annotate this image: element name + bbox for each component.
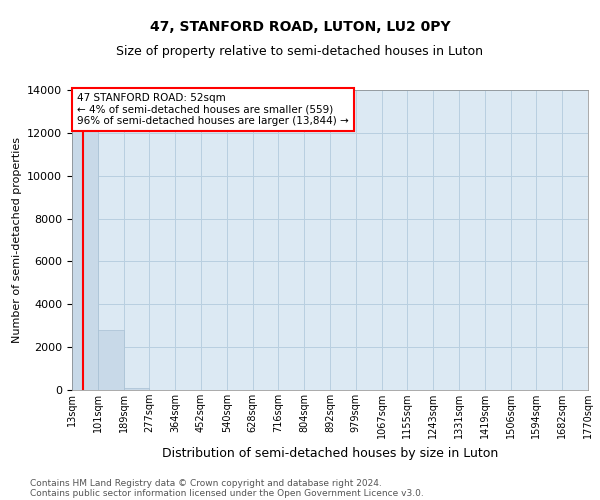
Bar [124,388,149,390]
Text: Size of property relative to semi-detached houses in Luton: Size of property relative to semi-detach… [116,45,484,58]
X-axis label: Distribution of semi-detached houses by size in Luton: Distribution of semi-detached houses by … [162,446,498,460]
Text: Contains public sector information licensed under the Open Government Licence v3: Contains public sector information licen… [30,488,424,498]
Bar [98,330,124,390]
Y-axis label: Number of semi-detached properties: Number of semi-detached properties [11,137,22,343]
Text: 47 STANFORD ROAD: 52sqm
← 4% of semi-detached houses are smaller (559)
96% of se: 47 STANFORD ROAD: 52sqm ← 4% of semi-det… [77,93,349,126]
Text: 47, STANFORD ROAD, LUTON, LU2 0PY: 47, STANFORD ROAD, LUTON, LU2 0PY [149,20,451,34]
Bar [72,103,98,390]
Text: Contains HM Land Registry data © Crown copyright and database right 2024.: Contains HM Land Registry data © Crown c… [30,478,382,488]
